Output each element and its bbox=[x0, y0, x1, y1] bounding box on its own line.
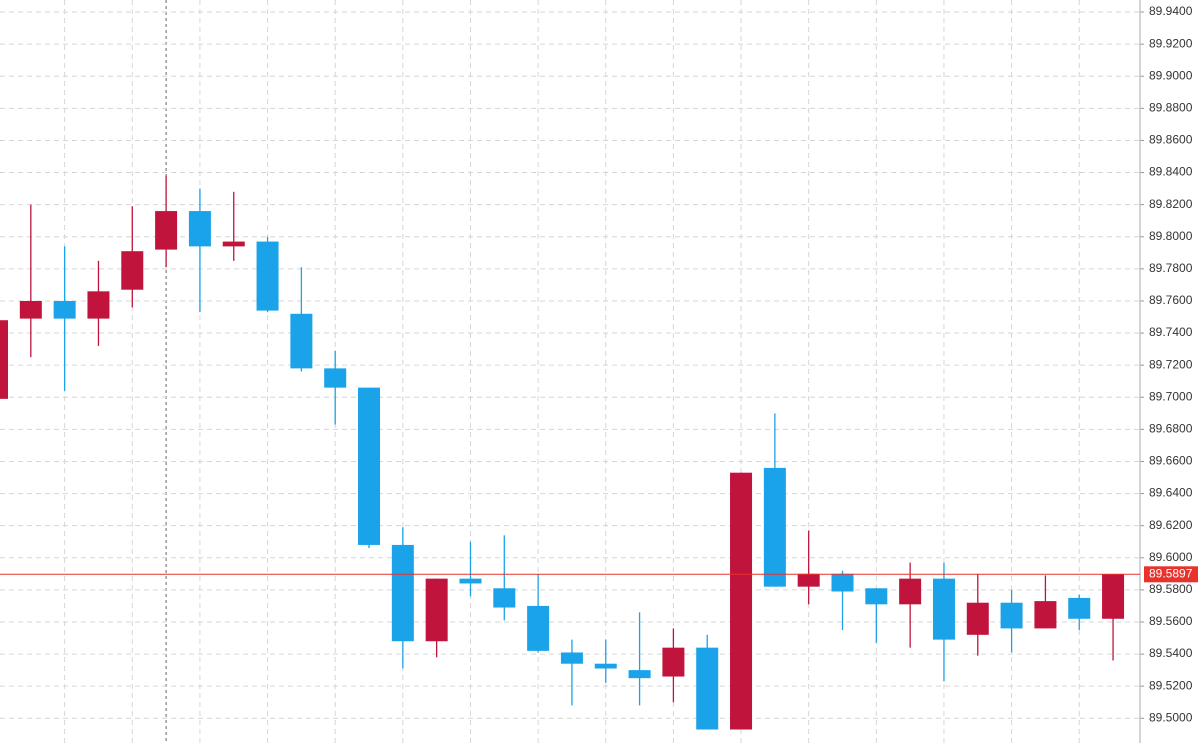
y-tick-label: 89.5400 bbox=[1149, 646, 1193, 660]
y-tick-label: 89.5600 bbox=[1149, 614, 1193, 628]
y-tick-label: 89.7200 bbox=[1149, 357, 1193, 371]
y-tick-label: 89.6600 bbox=[1149, 454, 1193, 468]
candle-body bbox=[763, 467, 786, 587]
candle-body bbox=[256, 241, 279, 311]
y-tick-label: 89.8000 bbox=[1149, 229, 1193, 243]
candle-body bbox=[53, 300, 76, 319]
candle-body bbox=[155, 211, 178, 250]
candle-body bbox=[1000, 602, 1023, 629]
y-tick-label: 89.6200 bbox=[1149, 518, 1193, 532]
candle-body bbox=[899, 578, 922, 605]
candle-body bbox=[662, 647, 685, 677]
y-tick-label: 89.8800 bbox=[1149, 101, 1193, 115]
y-tick-label: 89.5000 bbox=[1149, 710, 1193, 724]
y-tick-label: 89.5200 bbox=[1149, 678, 1193, 692]
candle-body bbox=[696, 647, 719, 730]
y-tick-label: 89.6000 bbox=[1149, 550, 1193, 564]
candle-body bbox=[19, 300, 42, 319]
y-tick-label: 89.6800 bbox=[1149, 422, 1193, 436]
candle-body bbox=[932, 578, 955, 640]
candle-body bbox=[222, 241, 245, 247]
candle-body bbox=[966, 602, 989, 635]
candle-body bbox=[594, 663, 617, 669]
candle-body bbox=[831, 573, 854, 592]
candle-body bbox=[358, 387, 381, 545]
candle-body bbox=[121, 251, 144, 290]
y-tick-label: 89.5800 bbox=[1149, 582, 1193, 596]
candle-body bbox=[560, 652, 583, 664]
candle-body bbox=[1034, 601, 1057, 629]
y-tick-label: 89.9200 bbox=[1149, 36, 1193, 50]
candle-body bbox=[865, 588, 888, 605]
last-price-label: 89.5897 bbox=[1149, 566, 1193, 580]
candle-body bbox=[290, 313, 313, 369]
y-tick-label: 89.7800 bbox=[1149, 261, 1193, 275]
y-tick-label: 89.9400 bbox=[1149, 4, 1193, 18]
candle-body bbox=[797, 573, 820, 587]
candle-body bbox=[527, 605, 550, 651]
y-tick-label: 89.8600 bbox=[1149, 133, 1193, 147]
y-tick-label: 89.7600 bbox=[1149, 293, 1193, 307]
candle-body bbox=[0, 320, 8, 399]
candle-body bbox=[730, 472, 753, 730]
candle-body bbox=[87, 291, 110, 319]
candle-body bbox=[1102, 574, 1125, 619]
last-price-tag bbox=[1144, 566, 1198, 583]
candle-body bbox=[459, 578, 482, 584]
y-tick-label: 89.8200 bbox=[1149, 197, 1193, 211]
candle-body bbox=[188, 211, 211, 247]
candle-body bbox=[493, 588, 516, 608]
candle-body bbox=[391, 544, 414, 642]
y-tick-label: 89.8400 bbox=[1149, 165, 1193, 179]
y-tick-label: 89.7000 bbox=[1149, 389, 1193, 403]
candle-body bbox=[628, 670, 651, 679]
candle-body bbox=[425, 578, 448, 642]
y-tick-label: 89.7400 bbox=[1149, 325, 1193, 339]
candle-body bbox=[324, 368, 347, 388]
y-tick-label: 89.6400 bbox=[1149, 486, 1193, 500]
y-tick-label: 89.9000 bbox=[1149, 68, 1193, 82]
candle-body bbox=[1068, 597, 1091, 619]
